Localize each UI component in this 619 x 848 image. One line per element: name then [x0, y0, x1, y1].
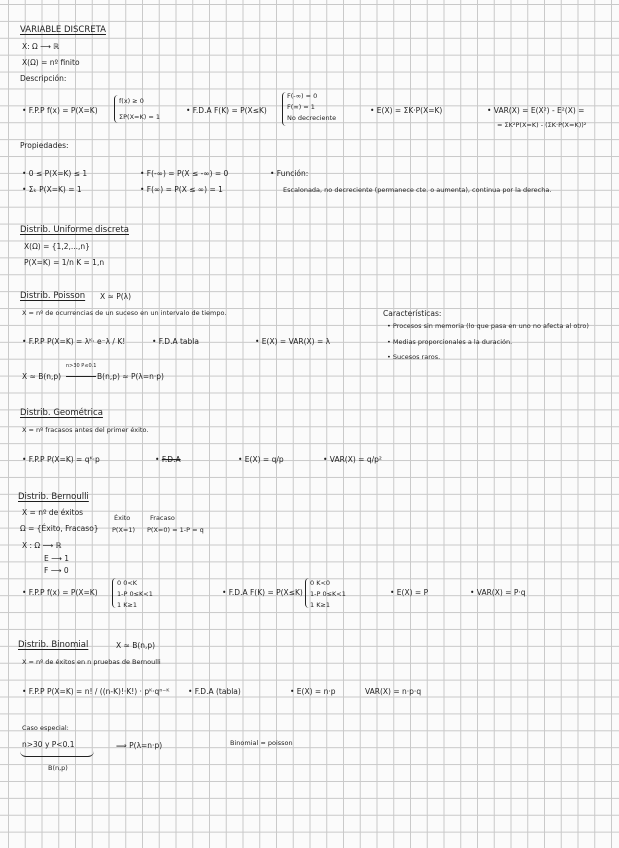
bernoulli-fpp: • F.P.P f(x) = P(X=K) [22, 588, 98, 597]
property: • 0 ≤ P(X=K) ≤ 1 [22, 169, 88, 178]
binomial-fpp: • F.P.P P(X=K) = n! / ((n-K)!·K!) · pᴷ·q… [22, 687, 170, 696]
binomial-fda: • F.D.A (tabla) [188, 687, 241, 696]
sample-space: Ω = {Éxito, Fracaso} [20, 524, 99, 533]
fpp-case: 1-P 0≤K<1 [117, 590, 153, 598]
characteristics-heading: Características: [383, 309, 442, 318]
arrow-icon [66, 376, 96, 377]
poisson-expectation: • E(X) = VAR(X) = λ [255, 337, 331, 346]
poisson-definition: X = nº de ocurrencias de un suceso en un… [22, 309, 227, 317]
characteristic-item: • Sucesos raros. [387, 353, 441, 361]
bernoulli-mapping: F ⟶ 0 [44, 566, 69, 575]
geometric-definition: X = nº fracasos antes del primer éxito. [22, 426, 149, 434]
fpp-case: 0 0<K [117, 579, 138, 587]
fda-condition: No decreciente [287, 114, 337, 122]
uniform-range: X(Ω) = {1,2,...,n} [24, 242, 90, 251]
fda-condition: F(-∞) = 0 [287, 92, 318, 100]
bernoulli-mapping: E ⟶ 1 [44, 554, 70, 563]
special-case-condition: n>30 y P<0.1 [22, 740, 75, 749]
prob-failure: P(X=0) = 1-P = q [147, 526, 204, 534]
geometric-expectation: • E(X) = q/p [238, 455, 284, 464]
property: Escalonada, no decreciente (permanece ct… [283, 186, 552, 194]
label-fracaso: Fracaso [150, 514, 175, 522]
poisson-approx-condition: n>30 P≤0.1 [66, 363, 97, 369]
property: • Función: [270, 169, 309, 178]
brace [112, 578, 116, 608]
brace [114, 95, 118, 123]
variance-formula: • VAR(X) = E(X²) - E²(X) = [487, 106, 585, 115]
section-title-geometrica: Distrib. Geométrica [20, 408, 103, 418]
range-line: X(Ω) = nº finito [22, 58, 80, 67]
property: • F(∞) = P(X ≤ ∞) = 1 [140, 185, 223, 194]
brace [282, 92, 286, 126]
geometric-fda-struck: F.D.A [161, 455, 181, 464]
fda-case: 0 K<0 [310, 579, 331, 587]
description-heading: Descripción: [20, 74, 67, 83]
underbrace [20, 751, 94, 757]
characteristic-item: • Medias proporcionales a la duración. [387, 338, 513, 346]
geometric-variance: • VAR(X) = q/p² [323, 455, 382, 464]
fda-case: 1 K≥1 [310, 601, 331, 609]
fda-formula: • F.D.A F(K) = P(X≤K) [186, 106, 267, 115]
special-case-heading: Caso especial: [22, 724, 69, 732]
fpp-condition: ΣP(X=K) = 1 [119, 113, 160, 121]
fpp-formula: • F.P.P f(x) = P(X=K) [22, 106, 98, 115]
section-title-uniforme: Distrib. Uniforme discreta [20, 225, 129, 235]
binomial-expectation: • E(X) = n·p [290, 687, 336, 696]
geometric-fda-bullet: • F.D.A [155, 455, 181, 464]
property: • Σₖ P(X=K) = 1 [22, 185, 82, 194]
special-case-result: ⟹ P(λ=n·p) [116, 741, 163, 750]
poisson-notation: X ≈ P(λ) [100, 292, 132, 301]
mapping-line: X: Ω ⟶ ℝ [22, 42, 60, 51]
section-title-binomial: Distrib. Binomial [18, 640, 89, 650]
binomial-variance: VAR(X) = n·p·q [365, 687, 422, 696]
fpp-case: 1 K≥1 [117, 601, 138, 609]
bernoulli-fda: • F.D.A F(K) = P(X≤K) [222, 588, 303, 597]
section-title-poisson: Distrib. Poisson [20, 291, 86, 301]
section-title-variable-discreta: VARIABLE DISCRETA [20, 25, 106, 35]
properties-heading: Propiedades: [20, 141, 69, 150]
binomial-notation: X ≈ B(n,p) [116, 641, 156, 650]
prob-success: P(X=1) [112, 526, 136, 534]
binomial-definition: X = nº de éxitos en n pruebas de Bernoul… [22, 658, 161, 666]
label-exito: Éxito [114, 514, 131, 522]
poisson-fpp: • F.P.P P(X=K) = λᴷ· e⁻λ / K! [22, 337, 126, 346]
property: • F(-∞) = P(X ≤ -∞) = 0 [140, 169, 229, 178]
poisson-fda: • F.D.A tabla [152, 337, 199, 346]
geometric-fpp: • F.P.P P(X=K) = qᴷ·p [22, 455, 100, 464]
characteristic-item: • Procesos sin memoria (lo que pasa en u… [387, 322, 589, 330]
section-title-bernoulli: Distrib. Bernoulli [18, 492, 89, 502]
underbrace-label: B(n,p) [48, 764, 68, 772]
uniform-pmf: P(X=K) = 1/n K = 1,n [24, 258, 105, 267]
bernoulli-variance: • VAR(X) = P·q [470, 588, 526, 597]
expectation-formula: • E(X) = ΣK·P(X=K) [370, 106, 443, 115]
fda-condition: F(∞) = 1 [287, 103, 315, 111]
fpp-condition: f(x) ≥ 0 [119, 97, 144, 105]
binomial-poisson-note: Binomial ≈ poisson [230, 739, 293, 747]
bernoulli-definition: X = nº de éxitos [22, 508, 84, 517]
variance-formula-2: = ΣK²P(X=K) - (ΣK·P(X=K))² [497, 121, 587, 129]
brace [305, 578, 309, 608]
poisson-approx: X ≈ B(n,p) [22, 372, 62, 381]
poisson-approx-result: B(n,p) ≈ P(λ=n·p) [97, 372, 164, 381]
bernoulli-mapping: X : Ω ⟶ ℝ [22, 541, 62, 550]
fda-case: 1-P 0≤K<1 [310, 590, 346, 598]
bernoulli-expectation: • E(X) = P [390, 588, 429, 597]
